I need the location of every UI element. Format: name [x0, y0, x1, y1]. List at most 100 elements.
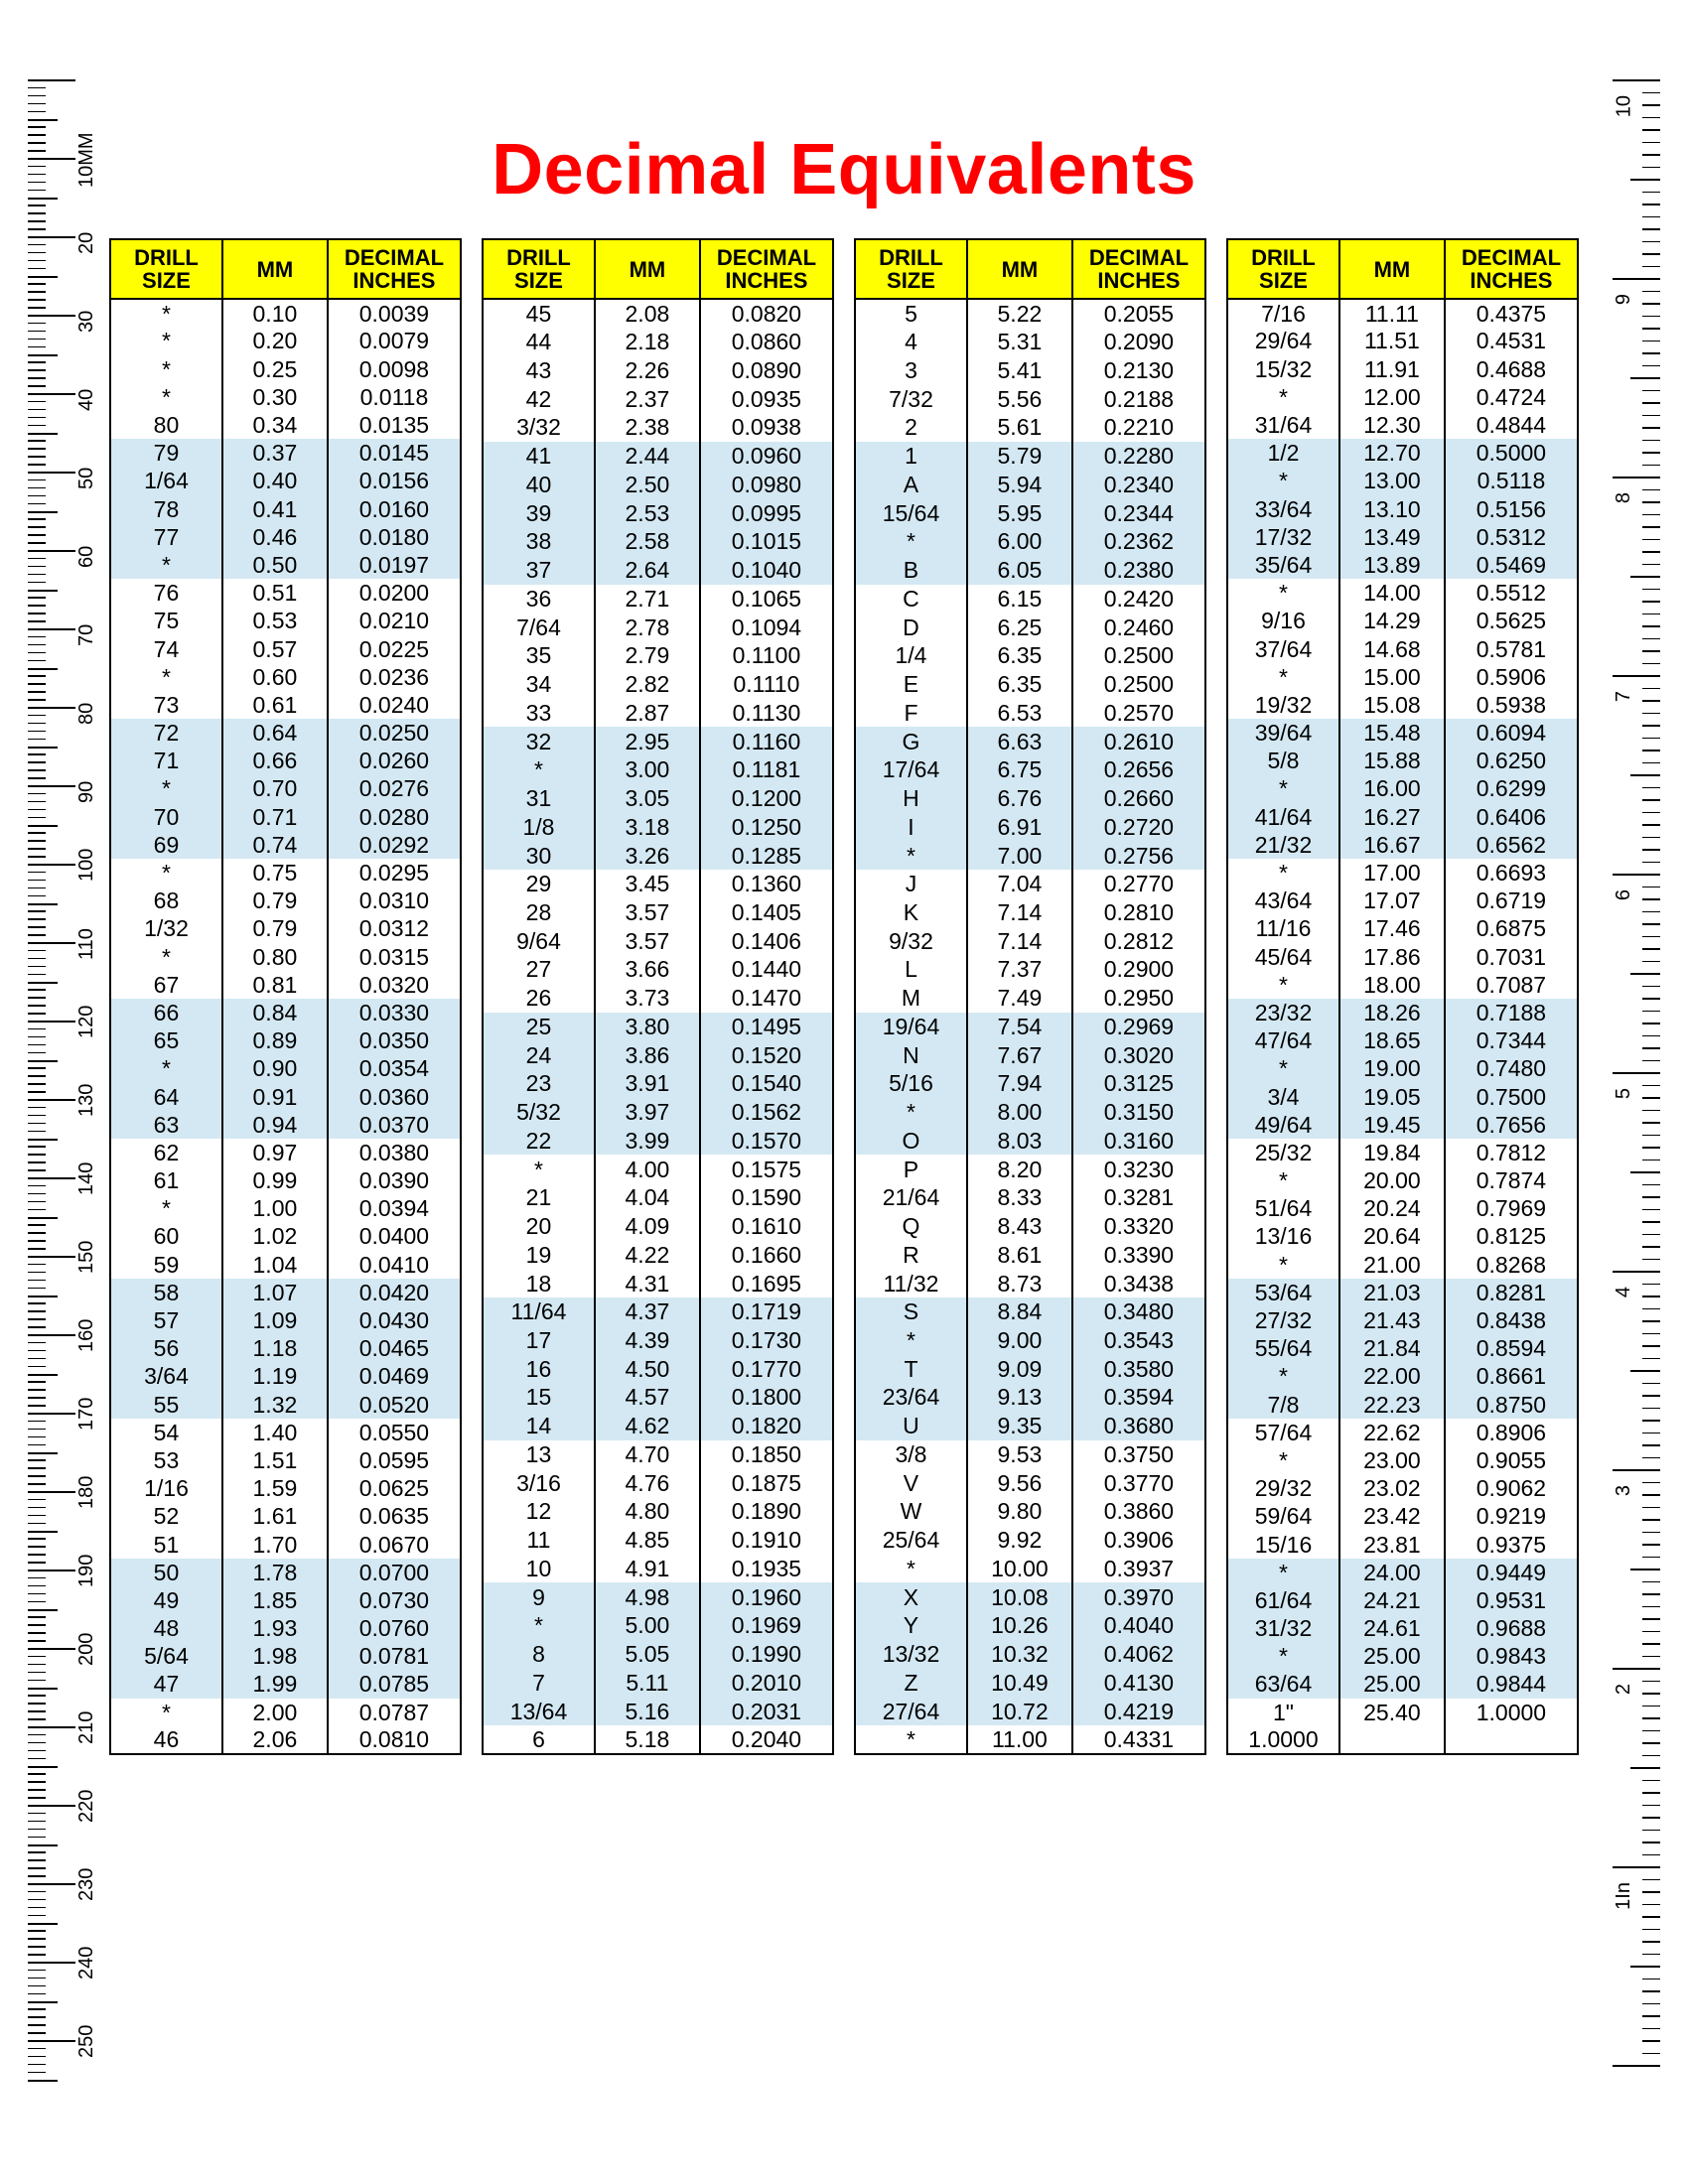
table-cell: 18.26 — [1339, 999, 1445, 1026]
table-cell: L — [855, 955, 967, 984]
table-row: T9.090.3580 — [855, 1354, 1205, 1383]
table-cell: 23 — [483, 1069, 595, 1098]
table-cell: 0.2969 — [1072, 1013, 1205, 1041]
table-cell: 1/16 — [110, 1474, 222, 1502]
table-cell: 0.4531 — [1445, 327, 1578, 354]
table-cell: 1.07 — [222, 1279, 328, 1306]
table-row: 650.890.0350 — [110, 1026, 461, 1054]
table-row: 184.310.1695 — [483, 1269, 833, 1297]
table-cell: 33/64 — [1227, 495, 1339, 523]
table-cell: 11.00 — [967, 1725, 1072, 1754]
table-cell: 0.0145 — [328, 439, 461, 467]
column-header: DRILLSIZE — [483, 239, 595, 299]
table-cell: B — [855, 556, 967, 585]
table-cell: Z — [855, 1668, 967, 1697]
table-row: 382.580.1015 — [483, 527, 833, 556]
table-cell: * — [110, 551, 222, 579]
column-header: MM — [967, 239, 1072, 299]
table-cell: 0.0550 — [328, 1419, 461, 1446]
table-cell: 0.8438 — [1445, 1306, 1578, 1334]
table-cell: 5.22 — [967, 299, 1072, 328]
ruler-label: 170 — [75, 1398, 98, 1431]
table-cell: 7.49 — [967, 984, 1072, 1013]
table-row: 11/1617.460.6875 — [1227, 914, 1578, 942]
table-row: 51/6420.240.7969 — [1227, 1194, 1578, 1222]
table-row: 5/323.970.1562 — [483, 1098, 833, 1127]
table-cell: 0.41 — [222, 495, 328, 523]
table-cell: 0.51 — [222, 579, 328, 607]
table-cell: 10.26 — [967, 1611, 1072, 1640]
table-cell: 14 — [483, 1412, 595, 1440]
table-cell: 22.23 — [1339, 1391, 1445, 1419]
table-row: *0.200.0079 — [110, 327, 461, 354]
table-cell: 13 — [483, 1440, 595, 1469]
table-cell: E — [855, 670, 967, 699]
table-cell: 0.1405 — [700, 898, 833, 927]
table-cell: 75 — [110, 607, 222, 634]
table-row: 55.220.2055 — [855, 299, 1205, 328]
table-cell: 6.25 — [967, 613, 1072, 641]
table-cell: 3.18 — [595, 812, 700, 841]
table-cell: 0.81 — [222, 971, 328, 999]
table-cell: 0.1015 — [700, 527, 833, 556]
table-cell: 0.0410 — [328, 1251, 461, 1279]
table-cell: 0.0400 — [328, 1222, 461, 1250]
table-cell: 0.2460 — [1072, 613, 1205, 641]
table-cell: 25/64 — [855, 1526, 967, 1555]
table-row: 342.820.1110 — [483, 670, 833, 699]
table-row: Z10.490.4130 — [855, 1668, 1205, 1697]
table-cell: 73 — [110, 691, 222, 719]
table-cell: 0.2656 — [1072, 755, 1205, 784]
table-cell: 24.00 — [1339, 1559, 1445, 1586]
table-row: 3/89.530.3750 — [855, 1440, 1205, 1469]
table-row: *20.000.7874 — [1227, 1166, 1578, 1194]
table-row: *25.000.9843 — [1227, 1642, 1578, 1670]
table-row: *0.900.0354 — [110, 1054, 461, 1082]
table-row: *6.000.2362 — [855, 527, 1205, 556]
table-cell: 0.4062 — [1072, 1640, 1205, 1669]
table-cell: 1.85 — [222, 1586, 328, 1614]
table-cell: 5.05 — [595, 1640, 700, 1669]
table-cell: 0.2570 — [1072, 698, 1205, 727]
table-row: 1/640.400.0156 — [110, 467, 461, 494]
table-cell: 50 — [110, 1559, 222, 1586]
table-cell: * — [110, 1699, 222, 1726]
table-cell: 0.0197 — [328, 551, 461, 579]
table-cell: 59/64 — [1227, 1502, 1339, 1530]
table-row: 7/642.780.1094 — [483, 613, 833, 641]
table-cell: 0.3150 — [1072, 1098, 1205, 1127]
table-row: *15.000.5906 — [1227, 663, 1578, 691]
table-cell: 0.0420 — [328, 1279, 461, 1306]
table-cell: 1.0000 — [1445, 1699, 1578, 1726]
table-row: 13/1620.640.8125 — [1227, 1222, 1578, 1250]
ruler-label: 230 — [75, 1868, 98, 1901]
table-cell: 0.4219 — [1072, 1697, 1205, 1725]
table-cell: 0.57 — [222, 634, 328, 662]
table-cell: 0.2210 — [1072, 413, 1205, 442]
table-row: 11/644.370.1719 — [483, 1297, 833, 1326]
table-cell: 18 — [483, 1269, 595, 1297]
table-cell: 0.5938 — [1445, 691, 1578, 719]
table-cell: 15.48 — [1339, 719, 1445, 747]
table-cell: 21/32 — [1227, 831, 1339, 859]
column-header: MM — [222, 239, 328, 299]
table-cell: 31 — [483, 784, 595, 813]
table-row: U9.350.3680 — [855, 1412, 1205, 1440]
table-row: 670.810.0320 — [110, 971, 461, 999]
ruler-label: 70 — [75, 624, 98, 646]
table-cell: 51 — [110, 1530, 222, 1558]
table-row: 59/6423.420.9219 — [1227, 1502, 1578, 1530]
table-cell: 0.1495 — [700, 1013, 833, 1041]
table-cell: 0.7188 — [1445, 999, 1578, 1026]
table-cell: 5/32 — [483, 1098, 595, 1127]
table-cell: 0.0354 — [328, 1054, 461, 1082]
table-cell: 0.37 — [222, 439, 328, 467]
table-cell: 0.1575 — [700, 1155, 833, 1183]
table-cell: 0.8906 — [1445, 1419, 1578, 1446]
table-row: 233.910.1540 — [483, 1069, 833, 1098]
table-row: 332.870.1130 — [483, 698, 833, 727]
table-row: K7.140.2810 — [855, 898, 1205, 927]
table-cell: * — [1227, 1559, 1339, 1586]
table-cell: 45 — [483, 299, 595, 328]
table-cell: 4.31 — [595, 1269, 700, 1297]
